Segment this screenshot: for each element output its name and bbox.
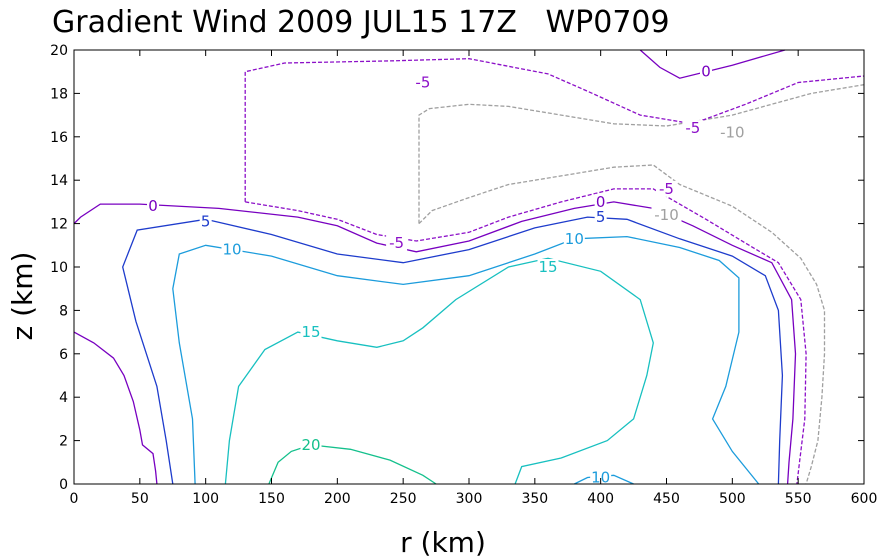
- contour-label-bg: [537, 259, 559, 275]
- contour-line-0-1: [73, 331, 158, 485]
- contour-label-0-2: 0: [701, 63, 711, 81]
- contour-label--5-1: -5: [415, 74, 430, 92]
- x-tick-label: 550: [785, 491, 812, 507]
- contour-label-5-1: 5: [596, 208, 606, 226]
- contour-label-0-0: 0: [148, 197, 158, 215]
- y-tick-label: 4: [59, 390, 68, 406]
- contour-label-15-1: 15: [538, 258, 557, 276]
- contour-label--10-0: -10: [654, 206, 679, 224]
- contour-line-0-0: [73, 201, 797, 485]
- contour-label-bg: [651, 206, 682, 223]
- y-tick-label: 10: [50, 260, 68, 276]
- x-tick-label: 50: [131, 491, 149, 507]
- contour-label-bg: [386, 235, 408, 252]
- y-tick-label: 18: [50, 86, 68, 102]
- x-tick-label: 600: [851, 491, 878, 507]
- contour-line-15-0: [224, 257, 654, 485]
- x-axis-label: r (km): [400, 526, 486, 559]
- chart-title: Gradient Wind 2009 JUL15 17Z WP0709: [52, 5, 670, 40]
- y-tick-label: 0: [59, 477, 68, 493]
- y-tick-label: 20: [50, 43, 68, 59]
- y-tick-label: 6: [59, 347, 68, 363]
- contour-label-bg: [221, 241, 243, 258]
- contour-line--5-1: [245, 188, 807, 485]
- contour-label-10-1: 10: [565, 230, 584, 248]
- contour-label-bg: [594, 193, 607, 210]
- contour-label--10-1: -10: [720, 123, 745, 141]
- contour-line-10-0: [172, 235, 760, 485]
- x-tick-label: 250: [390, 491, 417, 507]
- contour-line--10-1: [418, 164, 826, 485]
- contour-label-15-0: 15: [301, 323, 320, 341]
- contour-line-20-0: [268, 444, 437, 485]
- contour-label-bg: [412, 74, 434, 91]
- x-tick-label: 500: [719, 491, 746, 507]
- contour-label-bg: [590, 469, 612, 486]
- contour-label-bg: [682, 120, 704, 137]
- y-tick-label: 12: [50, 217, 68, 233]
- x-tick-label: 450: [653, 491, 680, 507]
- y-tick-label: 14: [50, 173, 68, 189]
- x-tick-label: 300: [456, 491, 483, 507]
- contour-label-10-2: 10: [591, 468, 610, 486]
- contour-label-bg: [700, 63, 712, 80]
- contour-line--10-0: [418, 84, 865, 224]
- contour-layer: [73, 49, 865, 485]
- contour-line-0-2: [639, 49, 786, 79]
- contour-label--5-3: -5: [685, 119, 700, 137]
- contour-label-bg: [300, 324, 322, 341]
- contour-label-0-1: 0: [596, 193, 606, 211]
- x-axis: 0 50 100 150 200 250 300 350 400 450 500 550 600: [70, 50, 878, 507]
- contour-label-bg: [300, 436, 322, 453]
- contour-label--5-2: -5: [659, 180, 674, 198]
- y-tick-label: 16: [50, 130, 68, 146]
- y-tick-label: 2: [59, 434, 68, 450]
- contour-label-20-0: 20: [301, 436, 320, 454]
- x-tick-label: 100: [192, 491, 219, 507]
- y-axis: 0 2 4 6 8 10 12 14 16 18 20: [50, 43, 864, 493]
- contour-label--5-0: -5: [389, 234, 404, 252]
- contour-label-bg: [656, 180, 677, 197]
- contour-label-bg: [594, 209, 607, 226]
- y-tick-label: 8: [59, 303, 68, 319]
- contour-line--5-0: [244, 58, 865, 202]
- contour-label-bg: [199, 213, 212, 230]
- x-tick-label: 150: [258, 491, 285, 507]
- contour-line-5-0: [122, 216, 784, 485]
- contour-label-10-0: 10: [222, 241, 241, 259]
- x-tick-label: 400: [587, 491, 614, 507]
- y-axis-label: z (km): [6, 252, 39, 341]
- contour-label-5-0: 5: [201, 212, 211, 230]
- x-tick-label: 350: [521, 491, 548, 507]
- x-tick-label: 0: [70, 491, 79, 507]
- contour-label-bg: [563, 230, 585, 247]
- x-tick-label: 200: [324, 491, 351, 507]
- contour-label-bg: [717, 124, 748, 141]
- contour-label-bg: [147, 198, 159, 215]
